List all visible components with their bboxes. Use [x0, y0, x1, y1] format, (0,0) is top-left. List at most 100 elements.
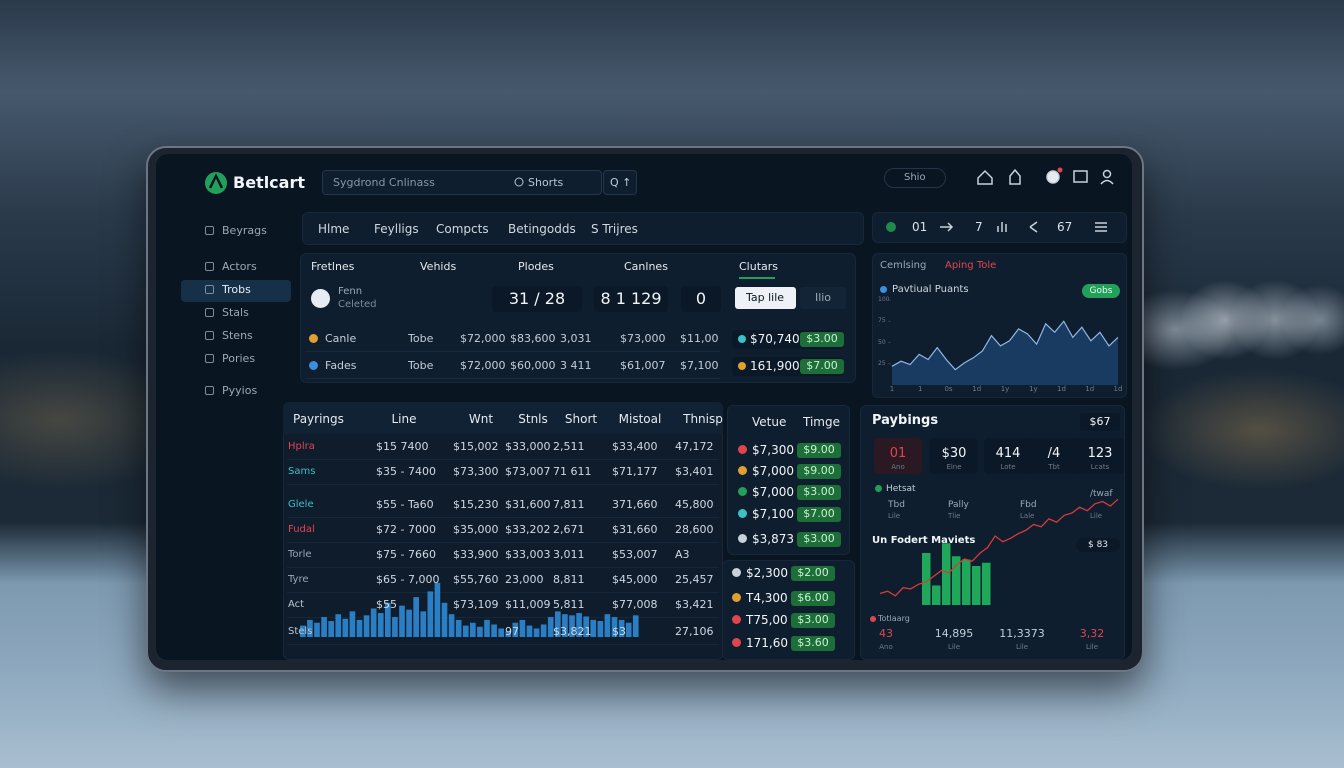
- volume-bar: [625, 622, 632, 637]
- line-box: [594, 286, 668, 312]
- odds-pill-label[interactable]: $7.00: [803, 507, 835, 520]
- region-label[interactable]: Shio: [904, 172, 926, 183]
- odds-value[interactable]: $7,000: [752, 485, 794, 499]
- odds-pill[interactable]: [791, 591, 835, 606]
- user-icon[interactable]: [1102, 169, 1112, 179]
- search-box[interactable]: [322, 170, 602, 195]
- home-icon[interactable]: [977, 169, 993, 185]
- odds-pill-label[interactable]: $9.00: [803, 464, 835, 477]
- green-bar: [982, 562, 991, 605]
- trend-line: [879, 498, 1119, 597]
- cell: $73,109: [453, 598, 499, 611]
- volume-bar: [512, 622, 519, 637]
- odds-pill[interactable]: [800, 332, 844, 347]
- tab[interactable]: Feylligs: [374, 222, 419, 236]
- x-tick-label: 0s: [944, 385, 953, 393]
- odds-value[interactable]: $3,873: [752, 532, 794, 546]
- x-tick-label: 1y: [1028, 385, 1038, 393]
- cell: 71 611: [553, 465, 592, 478]
- cell: $11,009: [505, 598, 551, 611]
- odds-pill-label[interactable]: $2.00: [797, 566, 829, 579]
- odds-value[interactable]: 161,900: [750, 359, 800, 373]
- odds-pill-label[interactable]: $9.00: [803, 443, 835, 456]
- cell: $55: [376, 598, 397, 611]
- column-header: Vetue: [752, 415, 787, 429]
- primary-button[interactable]: [735, 287, 796, 309]
- odds-pill-label[interactable]: $3.60: [797, 636, 829, 649]
- tab[interactable]: S Trijres: [591, 222, 638, 236]
- tab[interactable]: Compcts: [436, 222, 489, 236]
- legend-dot: [875, 485, 882, 492]
- tab[interactable]: Hlme: [318, 222, 350, 236]
- odds-value[interactable]: 171,60: [746, 636, 788, 650]
- bars-icon[interactable]: [997, 222, 1007, 232]
- odds-pill[interactable]: [797, 464, 841, 479]
- x-tick-label: 1d: [1085, 385, 1095, 393]
- secondary-button[interactable]: [800, 287, 846, 309]
- arrow-icon[interactable]: [940, 222, 954, 232]
- odds-value[interactable]: $7,300: [752, 443, 794, 457]
- sidebar-item[interactable]: Trobs: [222, 283, 251, 296]
- odds-value[interactable]: $2,300: [746, 566, 788, 580]
- row-separator: [305, 351, 720, 352]
- sidebar-item[interactable]: Stals: [222, 306, 249, 319]
- sidebar-icon: [205, 262, 214, 271]
- odds-pill[interactable]: [797, 507, 841, 522]
- odds-icon: [732, 568, 741, 577]
- primary-button-label[interactable]: Tap lile: [745, 291, 785, 304]
- odds-pill-label[interactable]: $7.00: [806, 359, 838, 372]
- menu-icon[interactable]: [1095, 222, 1107, 232]
- volume-bar: [300, 625, 306, 637]
- volume-bar: [342, 618, 349, 637]
- odds-pill[interactable]: [800, 359, 844, 374]
- volume-bar: [349, 611, 356, 637]
- message-icon[interactable]: [1073, 170, 1088, 183]
- odds-value[interactable]: T4,300: [746, 591, 788, 605]
- toolbar-item[interactable]: 7: [975, 220, 983, 234]
- sidebar-item[interactable]: Stens: [222, 329, 253, 342]
- odds-pill[interactable]: [791, 566, 835, 581]
- sidebar-item[interactable]: Beyrags: [222, 224, 267, 237]
- region-dropdown[interactable]: [884, 168, 946, 188]
- odds-pill-label[interactable]: $6.00: [797, 591, 829, 604]
- search-icon: [514, 177, 524, 187]
- settings-icon[interactable]: [1046, 170, 1060, 184]
- odds-pill[interactable]: [797, 485, 841, 500]
- volume-bar: [590, 619, 597, 637]
- bell-icon[interactable]: [1009, 168, 1021, 185]
- search-button[interactable]: Shorts: [528, 176, 564, 189]
- volume-bar: [491, 624, 497, 637]
- odds-value[interactable]: T75,00: [746, 613, 788, 627]
- sidebar-item[interactable]: Pyyios: [222, 384, 258, 397]
- odds-value[interactable]: $70,740: [750, 332, 800, 346]
- odds-pill-label[interactable]: $3.00: [803, 485, 835, 498]
- x-tick-label: 1y: [1000, 385, 1010, 393]
- odds-pill-label[interactable]: $3.00: [806, 332, 838, 345]
- sidebar-item[interactable]: Actors: [222, 260, 257, 273]
- quick-search-box[interactable]: [603, 170, 637, 195]
- odds-pill[interactable]: [791, 636, 835, 651]
- logo-mark: [208, 173, 224, 189]
- cell: $3,821: [553, 625, 592, 638]
- odds-pill[interactable]: [797, 443, 841, 458]
- column-header: Mistoal: [618, 412, 662, 426]
- odds-pill[interactable]: [797, 532, 841, 547]
- odds-pill-label[interactable]: $3.00: [797, 613, 829, 626]
- cell: $15,002: [453, 440, 499, 453]
- toolbar-item[interactable]: 01: [912, 220, 928, 234]
- tab[interactable]: Betingodds: [508, 222, 576, 236]
- cell: $15 7400: [376, 440, 429, 453]
- popular-tab[interactable]: Cemlsing: [880, 260, 927, 271]
- stat-value: /4: [1047, 446, 1061, 461]
- sidebar-item[interactable]: Pories: [222, 352, 256, 365]
- popular-tab[interactable]: Aping Tole: [945, 260, 997, 271]
- odds-value[interactable]: $7,100: [752, 507, 794, 521]
- share-icon[interactable]: [1029, 221, 1038, 233]
- odds-pill[interactable]: [791, 613, 835, 628]
- volume-bar: [569, 615, 575, 637]
- quick-search[interactable]: Q ↑: [610, 176, 632, 189]
- secondary-button-label[interactable]: Ilio: [814, 291, 832, 304]
- odds-value[interactable]: $7,000: [752, 464, 794, 478]
- toolbar-item[interactable]: 67: [1057, 220, 1073, 234]
- odds-pill-label[interactable]: $3.00: [803, 532, 835, 545]
